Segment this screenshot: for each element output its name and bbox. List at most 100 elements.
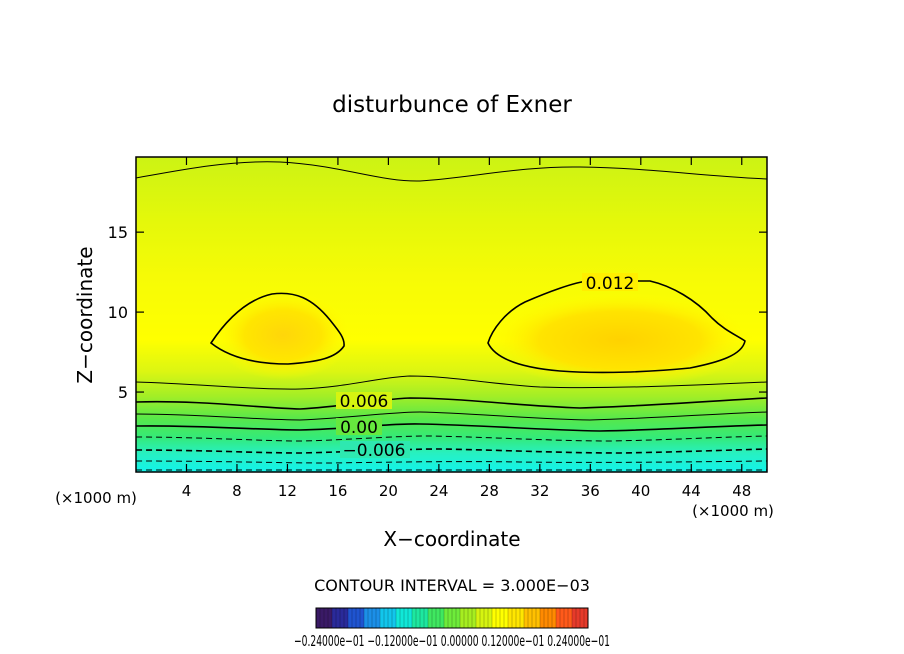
x-tick-label: 36: [581, 482, 600, 500]
contour--0.009: [136, 460, 767, 464]
colorbar-swatch: [520, 608, 525, 628]
colorbar-swatch: [408, 608, 413, 628]
colorbar-swatch: [492, 608, 497, 628]
colorbar-swatch: [556, 608, 561, 628]
colorbar-swatch: [540, 608, 545, 628]
colorbar-swatch: [508, 608, 513, 628]
colorbar-swatch: [316, 608, 321, 628]
x-tick-label: 28: [480, 482, 499, 500]
contour-0.012-right: [487, 280, 746, 374]
colorbar-swatch: [572, 608, 577, 628]
y-tick-label: 10: [108, 303, 128, 322]
colorbar-swatch: [488, 608, 493, 628]
colorbar-swatch: [468, 608, 473, 628]
colorbar-swatch: [564, 608, 569, 628]
contour-label-0.012: 0.012: [586, 274, 635, 294]
x-tick-label: 4: [182, 482, 192, 500]
colorbar-swatch: [344, 608, 349, 628]
colorbar-swatch: [404, 608, 409, 628]
colorbar-swatch: [536, 608, 541, 628]
contour-lines: [136, 161, 767, 471]
plot-frame: [135, 156, 768, 473]
colorbar-swatch: [524, 608, 529, 628]
max-region-left: [213, 290, 353, 380]
colorbar-swatch: [428, 608, 433, 628]
colorbar-swatch: [360, 608, 365, 628]
colorbar-swatch: [480, 608, 485, 628]
colorbar-swatch: [516, 608, 521, 628]
chart-title: disturbunce of Exner: [332, 92, 572, 118]
colorbar-swatch: [412, 608, 417, 628]
contour-fill: [136, 157, 767, 472]
colorbar-swatch: [544, 608, 549, 628]
colorbar-swatch: [496, 608, 501, 628]
colorbar-swatch: [420, 608, 425, 628]
colorbar-swatch: [584, 608, 589, 628]
colorbar-swatch: [472, 608, 477, 628]
colorbar-swatch: [396, 608, 401, 628]
colorbar-swatch: [568, 608, 573, 628]
colorbar-swatch: [324, 608, 329, 628]
contour--0.006: [136, 448, 767, 454]
colorbar-swatch: [528, 608, 533, 628]
contour-top: [136, 161, 767, 182]
colorbar-swatch: [552, 608, 557, 628]
colorbar: [315, 608, 589, 628]
colorbar-swatch: [476, 608, 481, 628]
x-tick-label: 12: [278, 482, 297, 500]
colorbar-swatch: [560, 608, 565, 628]
y-tick-label: 5: [118, 383, 128, 402]
contour-label--0.006: −0.006: [343, 441, 406, 461]
colorbar-swatch: [500, 608, 505, 628]
contour-interval-text: CONTOUR INTERVAL = 3.000E−03: [314, 576, 590, 595]
colorbar-swatch: [388, 608, 393, 628]
x-tick-label: 8: [232, 482, 242, 500]
y-axis-label: Z−coordinate: [73, 246, 97, 383]
x-axis: 4 8 12 16 20 24 28 32 36 40 44 48: [182, 157, 751, 500]
colorbar-swatch: [364, 608, 369, 628]
colorbar-swatch: [432, 608, 437, 628]
x-axis-label: X−coordinate: [383, 527, 520, 551]
colorbar-swatch: [444, 608, 449, 628]
x-unit-right: (×1000 m): [692, 502, 774, 520]
colorbar-swatch: [448, 608, 453, 628]
contour-0.00: [136, 423, 767, 432]
colorbar-swatch: [348, 608, 353, 628]
max-region-right: [485, 292, 755, 388]
colorbar-swatch: [416, 608, 421, 628]
colorbar-swatch: [328, 608, 333, 628]
colorbar-swatch: [576, 608, 581, 628]
colorbar-swatch: [548, 608, 553, 628]
colorbar-swatch: [532, 608, 537, 628]
colorbar-swatch: [580, 608, 585, 628]
x-tick-label: 32: [530, 482, 549, 500]
colorbar-swatch: [464, 608, 469, 628]
contour-label-0.00: 0.00: [340, 418, 378, 438]
colorbar-swatch: [424, 608, 429, 628]
colorbar-swatch: [452, 608, 457, 628]
y-tick-label: 15: [108, 223, 128, 242]
colorbar-swatch: [352, 608, 357, 628]
colorbar-swatch: [376, 608, 381, 628]
colorbar-swatch: [400, 608, 405, 628]
colorbar-swatch: [392, 608, 397, 628]
contour-0.003: [136, 411, 767, 421]
colorbar-swatch: [332, 608, 337, 628]
colorbar-swatch: [356, 608, 361, 628]
colorbar-labels: −0.24000e−01 −0.12000e−01 0.00000 0.1200…: [294, 632, 610, 650]
colorbar-swatch: [512, 608, 517, 628]
contour--0.003: [136, 435, 767, 442]
colorbar-swatch: [440, 608, 445, 628]
colorbar-swatch: [320, 608, 325, 628]
y-axis: 5 10 15: [108, 223, 767, 402]
contour-label-0.006: 0.006: [340, 392, 389, 412]
contour-0.012-left: [209, 292, 345, 365]
contour-0.009: [136, 375, 767, 390]
colorbar-swatch: [372, 608, 377, 628]
colorbar-swatch: [456, 608, 461, 628]
x-tick-label: 16: [328, 482, 347, 500]
colorbar-swatch: [336, 608, 341, 628]
colorbar-swatch: [368, 608, 373, 628]
x-tick-label: 20: [379, 482, 398, 500]
